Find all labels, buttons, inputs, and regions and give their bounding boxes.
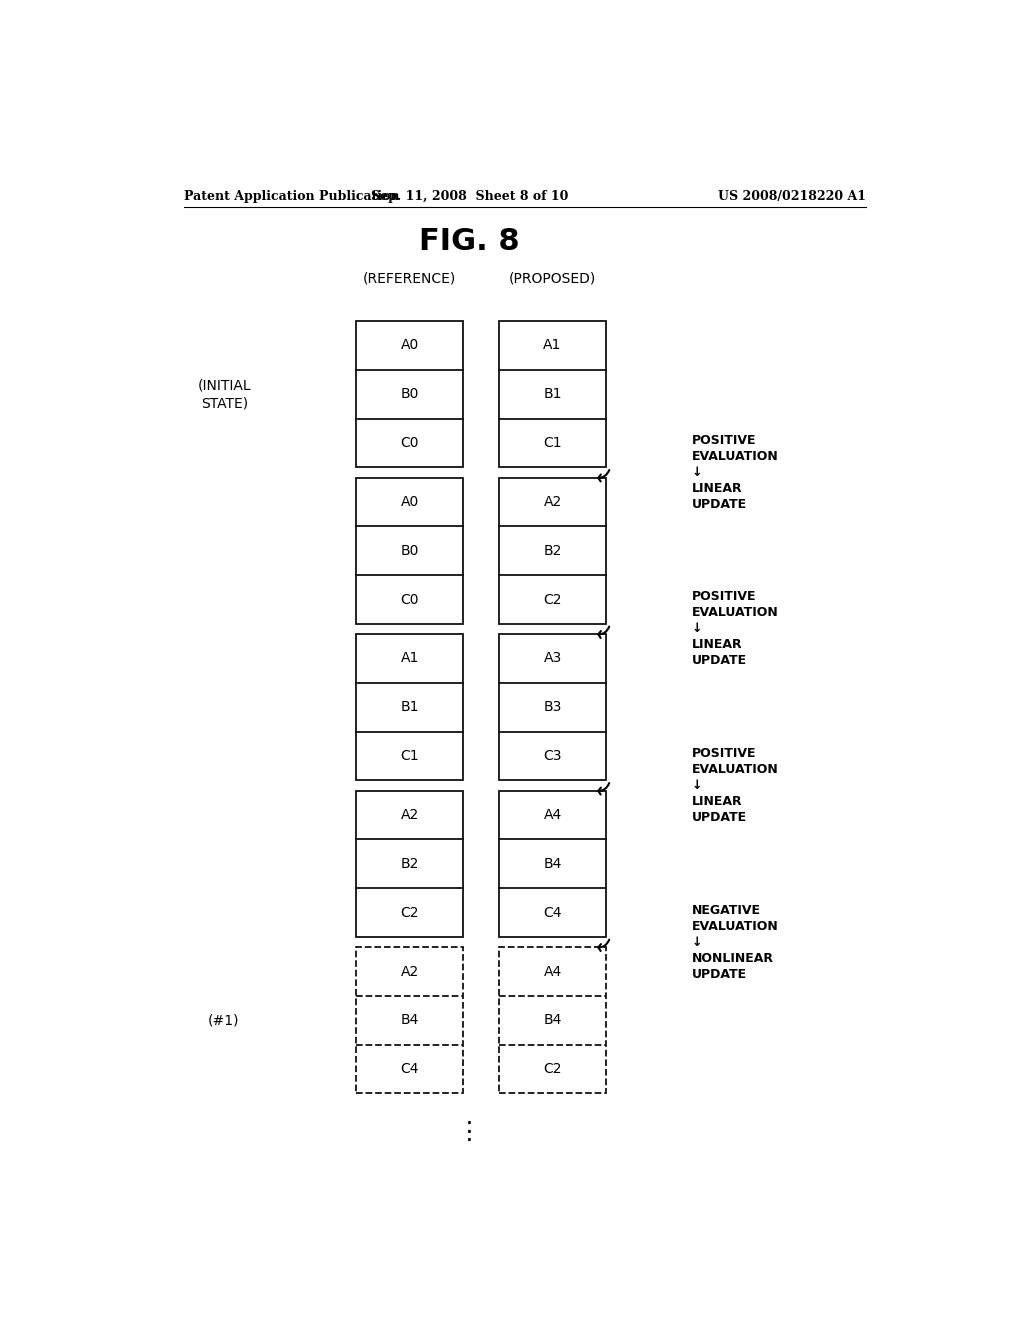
- Text: B4: B4: [544, 857, 562, 871]
- Text: B4: B4: [400, 1014, 419, 1027]
- Text: C2: C2: [544, 593, 562, 606]
- Text: Sep. 11, 2008  Sheet 8 of 10: Sep. 11, 2008 Sheet 8 of 10: [371, 190, 568, 202]
- Text: A2: A2: [544, 495, 562, 510]
- Text: C4: C4: [544, 906, 562, 920]
- Text: A2: A2: [400, 808, 419, 822]
- Text: (INITIAL
STATE): (INITIAL STATE): [198, 378, 251, 411]
- Text: A1: A1: [400, 652, 419, 665]
- Bar: [499, 478, 606, 624]
- Text: C1: C1: [544, 436, 562, 450]
- Bar: [356, 948, 463, 1093]
- Text: A4: A4: [544, 965, 562, 978]
- Text: (#1): (#1): [208, 1014, 240, 1027]
- Text: C4: C4: [400, 1063, 419, 1076]
- Text: A3: A3: [544, 652, 562, 665]
- Text: C2: C2: [544, 1063, 562, 1076]
- Text: B4: B4: [544, 1014, 562, 1027]
- Text: A4: A4: [544, 808, 562, 822]
- Text: B3: B3: [544, 700, 562, 714]
- Bar: [499, 321, 606, 467]
- Text: POSITIVE
EVALUATION
↓
LINEAR
UPDATE: POSITIVE EVALUATION ↓ LINEAR UPDATE: [691, 590, 778, 668]
- Text: POSITIVE
EVALUATION
↓
LINEAR
UPDATE: POSITIVE EVALUATION ↓ LINEAR UPDATE: [691, 747, 778, 824]
- Text: ⋮: ⋮: [457, 1121, 481, 1144]
- Text: A0: A0: [400, 495, 419, 510]
- Text: NEGATIVE
EVALUATION
↓
NONLINEAR
UPDATE: NEGATIVE EVALUATION ↓ NONLINEAR UPDATE: [691, 904, 778, 981]
- Text: FIG. 8: FIG. 8: [419, 227, 519, 256]
- Text: US 2008/0218220 A1: US 2008/0218220 A1: [718, 190, 866, 202]
- Text: C2: C2: [400, 906, 419, 920]
- Text: C0: C0: [400, 436, 419, 450]
- Text: B1: B1: [544, 387, 562, 401]
- Text: B1: B1: [400, 700, 419, 714]
- Bar: [356, 791, 463, 937]
- Text: POSITIVE
EVALUATION
↓
LINEAR
UPDATE: POSITIVE EVALUATION ↓ LINEAR UPDATE: [691, 434, 778, 511]
- Bar: [356, 634, 463, 780]
- Text: A0: A0: [400, 338, 419, 352]
- Bar: [356, 321, 463, 467]
- Text: B2: B2: [544, 544, 562, 558]
- Text: C3: C3: [544, 748, 562, 763]
- Bar: [499, 634, 606, 780]
- Text: A2: A2: [400, 965, 419, 978]
- Bar: [356, 478, 463, 624]
- Text: C0: C0: [400, 593, 419, 606]
- Text: B0: B0: [400, 387, 419, 401]
- Text: (REFERENCE): (REFERENCE): [364, 272, 457, 285]
- Text: C1: C1: [400, 748, 419, 763]
- Text: B0: B0: [400, 544, 419, 558]
- Text: B2: B2: [400, 857, 419, 871]
- Text: A1: A1: [544, 338, 562, 352]
- Bar: [499, 948, 606, 1093]
- Text: Patent Application Publication: Patent Application Publication: [183, 190, 399, 202]
- Text: (PROPOSED): (PROPOSED): [509, 272, 596, 285]
- Bar: [499, 791, 606, 937]
